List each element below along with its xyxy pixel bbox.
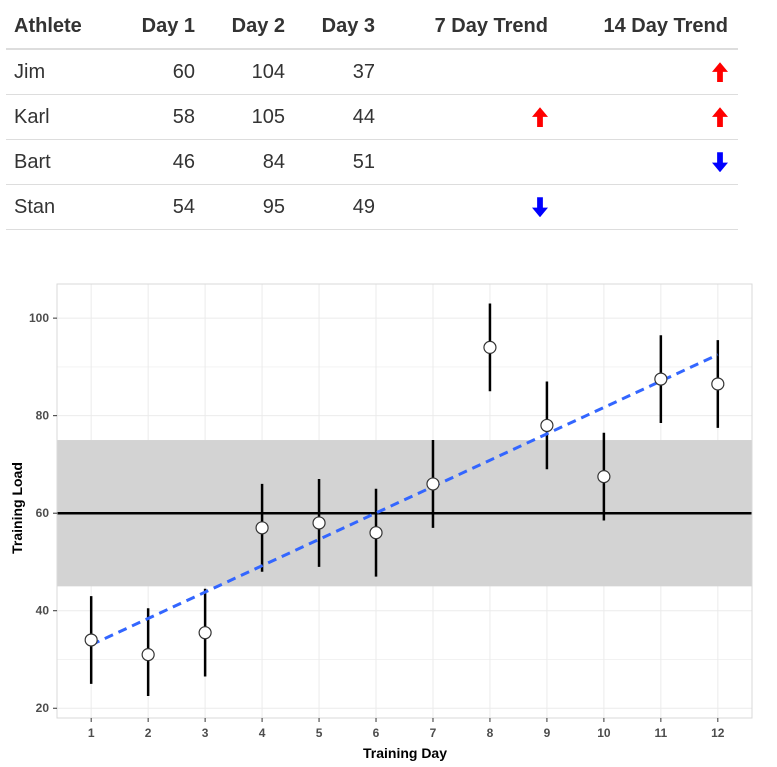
day-3-value: 37 [293, 49, 383, 95]
y-tick-label: 80 [36, 409, 50, 423]
table-row: Jim 60 104 37 [6, 49, 738, 95]
trend-7-cell [383, 139, 558, 185]
table-row: Karl 58 105 44 [6, 94, 738, 140]
day-3-value: 51 [293, 139, 383, 185]
data-point [540, 418, 554, 433]
day-1-value: 54 [108, 184, 203, 230]
data-point [483, 340, 497, 354]
data-point [597, 470, 611, 484]
arrow-up-icon [712, 107, 728, 128]
data-point [369, 526, 383, 540]
x-tick-label: 3 [202, 726, 209, 740]
data-point [312, 516, 326, 530]
y-tick-label: 20 [36, 701, 50, 715]
table-header-row: Athlete Day 1 Day 2 Day 3 7 Day Trend 14… [6, 4, 738, 50]
data-point [654, 372, 668, 386]
trend-14-cell [558, 139, 738, 185]
y-tick-label: 40 [36, 604, 50, 618]
athlete-table: Athlete Day 1 Day 2 Day 3 7 Day Trend 14… [6, 4, 738, 230]
y-tick-label: 60 [36, 506, 50, 520]
trend-14-cell [558, 49, 738, 95]
trend-line [90, 353, 719, 647]
table-row: Stan 54 95 49 [6, 184, 738, 230]
day-3-value: 49 [293, 184, 383, 230]
data-point [141, 648, 155, 662]
x-tick-label: 5 [316, 726, 323, 740]
x-tick-label: 2 [145, 726, 152, 740]
day-2-value: 104 [203, 49, 293, 95]
trend-7-cell [383, 184, 558, 230]
day-2-value: 105 [203, 94, 293, 140]
athlete-name: Karl [6, 94, 108, 140]
data-point [198, 626, 212, 640]
day-1-value: 58 [108, 94, 203, 140]
arrow-down-icon [532, 197, 548, 218]
trend-7-cell [383, 94, 558, 140]
athlete-name: Jim [6, 49, 108, 95]
y-axis-title: Training Load [9, 462, 25, 554]
header-athlete: Athlete [6, 4, 108, 50]
y-tick-label: 100 [29, 311, 49, 325]
x-tick-label: 11 [655, 726, 668, 740]
header-day-1: Day 1 [108, 4, 203, 50]
athlete-name: Stan [6, 184, 108, 230]
trend-7-cell [383, 49, 558, 95]
day-1-value: 60 [108, 49, 203, 95]
data-point [426, 477, 440, 491]
data-point [711, 377, 725, 391]
x-tick-label: 6 [373, 726, 380, 740]
day-1-value: 46 [108, 139, 203, 185]
header-day-3: Day 3 [293, 4, 383, 50]
header-7-day-trend: 7 Day Trend [383, 4, 558, 50]
x-tick-label: 1 [88, 726, 95, 740]
arrow-down-icon [712, 152, 728, 173]
athlete-name: Bart [6, 139, 108, 185]
x-tick-label: 9 [544, 726, 551, 740]
panel-border [56, 283, 753, 719]
header-14-day-trend: 14 Day Trend [558, 4, 738, 50]
arrow-up-icon [532, 107, 548, 128]
marks-layer [57, 303, 752, 697]
trend-14-cell [558, 184, 738, 230]
day-2-value: 95 [203, 184, 293, 230]
x-tick-label: 4 [259, 726, 266, 740]
x-axis-title: Training Day [363, 745, 447, 761]
x-tick-label: 12 [711, 726, 725, 740]
table-row: Bart 46 84 51 [6, 139, 738, 185]
header-day-2: Day 2 [203, 4, 293, 50]
data-point [84, 633, 98, 647]
data-point [255, 521, 269, 535]
x-tick-label: 8 [487, 726, 494, 740]
day-2-value: 84 [203, 139, 293, 185]
x-tick-label: 7 [430, 726, 437, 740]
x-tick-label: 10 [597, 726, 611, 740]
trend-14-cell [558, 94, 738, 140]
day-3-value: 44 [293, 94, 383, 140]
arrow-up-icon [712, 62, 728, 83]
